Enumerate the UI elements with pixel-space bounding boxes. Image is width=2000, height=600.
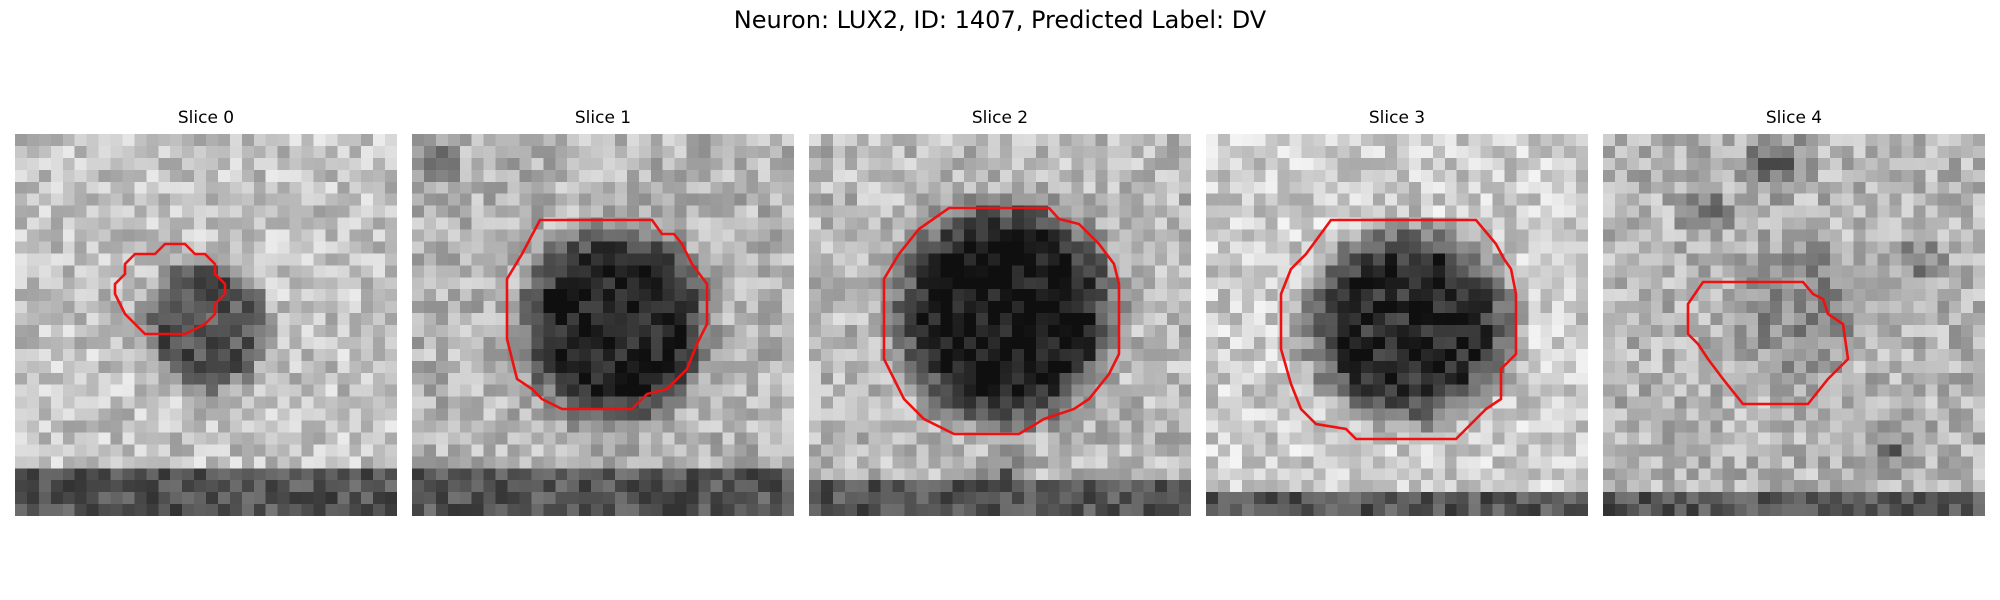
microscopy-image	[15, 134, 397, 516]
slice-image	[1206, 134, 1588, 516]
slice-title: Slice 4	[1765, 108, 1823, 128]
microscopy-image	[412, 134, 794, 516]
roi-contour	[882, 206, 1121, 436]
microscopy-image	[1206, 134, 1588, 516]
slice-image	[1603, 134, 1985, 516]
slice-title: Slice 2	[971, 108, 1029, 128]
figure-title: Neuron: LUX2, ID: 1407, Predicted Label:…	[733, 6, 1267, 34]
roi-outline	[505, 218, 709, 411]
slice-title: Slice 0	[177, 108, 235, 128]
roi-contour	[113, 242, 227, 336]
slice-image	[412, 134, 794, 516]
microscopy-image	[809, 134, 1191, 516]
slice-image	[15, 134, 397, 516]
microscopy-image	[1603, 134, 1985, 516]
roi-outline	[1279, 218, 1518, 441]
roi-outline	[113, 242, 227, 336]
roi-outline	[1686, 280, 1850, 406]
roi-contour	[1279, 218, 1518, 441]
roi-outline	[882, 206, 1121, 436]
slice-title: Slice 3	[1368, 108, 1426, 128]
slice-image	[809, 134, 1191, 516]
roi-contour	[505, 218, 709, 411]
slice-title: Slice 1	[574, 108, 632, 128]
roi-contour	[1686, 280, 1850, 406]
